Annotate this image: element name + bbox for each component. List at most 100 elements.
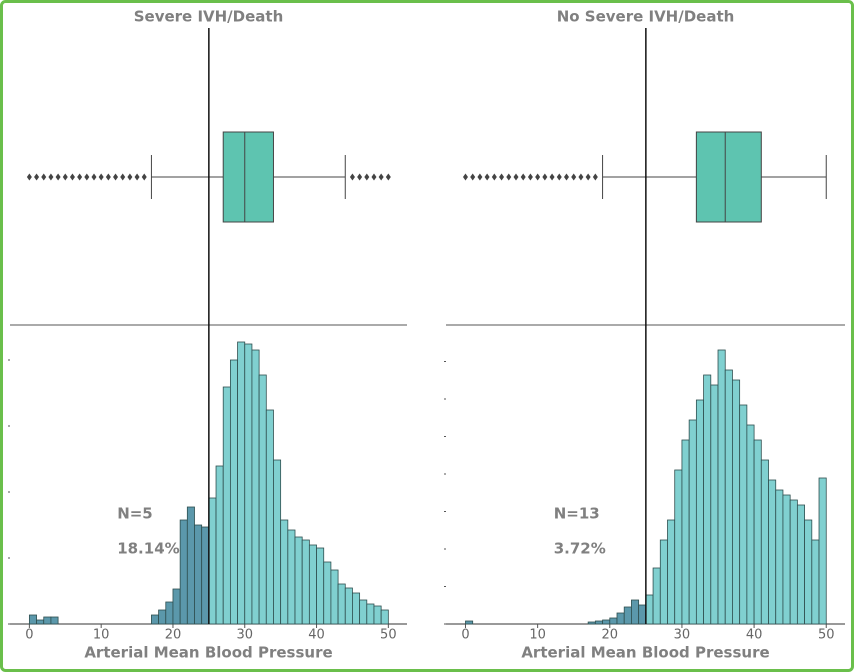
histogram-bar <box>724 369 733 625</box>
histogram-bar <box>194 524 203 625</box>
histogram-bar <box>659 539 668 625</box>
histogram-bar <box>201 526 210 625</box>
annotation: 3.72% <box>554 540 606 558</box>
x-tick-label: 40 <box>746 628 763 643</box>
box <box>695 131 762 223</box>
histogram-bar <box>151 614 160 625</box>
outlier <box>141 173 147 181</box>
outlier <box>98 173 104 181</box>
outlier <box>62 173 68 181</box>
outlier <box>357 173 363 181</box>
outlier <box>549 173 555 181</box>
histogram-bar <box>287 529 296 625</box>
histogram-bar <box>28 614 37 625</box>
histogram-bar <box>330 569 339 625</box>
panel-title: No Severe IVH/Death <box>557 8 735 26</box>
histogram-bar <box>158 609 167 625</box>
x-tick-label: 50 <box>380 628 397 643</box>
x-tick-label: 30 <box>236 628 253 643</box>
histogram-bar <box>215 465 224 625</box>
outlier <box>134 173 140 181</box>
histogram-bar <box>667 519 676 625</box>
histogram-bar <box>50 616 59 625</box>
histogram-bar <box>251 349 260 625</box>
histogram-bar <box>760 459 769 625</box>
histogram-bar <box>258 374 267 625</box>
histogram-bar <box>804 519 813 625</box>
outlier <box>48 173 54 181</box>
outlier <box>84 173 90 181</box>
outlier <box>105 173 111 181</box>
outlier <box>113 173 119 181</box>
x-tick-label: 50 <box>818 628 835 643</box>
outlier <box>592 173 598 181</box>
outlier <box>378 173 384 181</box>
histogram-bar <box>222 386 231 625</box>
histogram-bar <box>359 599 368 625</box>
x-axis-label: Arterial Mean Blood Pressure <box>84 644 332 662</box>
histogram-bar <box>681 439 690 625</box>
histogram-bar <box>373 605 382 625</box>
x-tick-label: 10 <box>529 628 546 643</box>
outlier <box>120 173 126 181</box>
histogram-bar <box>796 504 805 625</box>
histogram-bar <box>652 567 661 625</box>
histogram-bar <box>594 620 603 625</box>
outlier <box>578 173 584 181</box>
annotation: N=5 <box>117 505 153 523</box>
x-tick-label: 0 <box>461 628 469 643</box>
outlier <box>484 173 490 181</box>
x-tick-label: 40 <box>308 628 325 643</box>
outlier <box>542 173 548 181</box>
outlier <box>69 173 75 181</box>
histogram-bar <box>229 359 238 625</box>
histogram-bar <box>308 544 317 625</box>
outlier <box>506 173 512 181</box>
outlier <box>385 173 391 181</box>
histogram-bar <box>380 609 389 625</box>
histogram-bar <box>208 497 217 625</box>
histogram-bar <box>710 384 719 625</box>
histogram-bar <box>337 583 346 625</box>
histogram-bar <box>609 617 618 625</box>
outlier <box>513 173 519 181</box>
x-tick-label: 20 <box>602 628 619 643</box>
histogram-bar <box>344 587 353 625</box>
outlier <box>556 173 562 181</box>
histogram-bar <box>631 599 640 625</box>
histogram-bar <box>789 499 798 625</box>
histogram-bar <box>602 619 611 625</box>
histogram-bar <box>688 419 697 625</box>
histogram-bar <box>186 506 195 625</box>
histogram-bar <box>775 489 784 625</box>
histogram-bar <box>172 588 181 625</box>
histogram-bar <box>273 459 282 625</box>
histogram-bar <box>674 469 683 625</box>
histogram-bar <box>616 612 625 625</box>
outlier <box>563 173 569 181</box>
outlier <box>91 173 97 181</box>
outlier <box>520 173 526 181</box>
histogram-bar <box>645 594 654 625</box>
histogram-bar <box>43 616 52 625</box>
x-tick-label: 30 <box>674 628 691 643</box>
histogram-bar <box>753 439 762 625</box>
histogram-bar <box>587 621 596 625</box>
histogram-bar <box>244 343 253 625</box>
outlier <box>462 173 468 181</box>
histogram-bar <box>316 547 325 625</box>
x-axis-label: Arterial Mean Blood Pressure <box>521 644 769 662</box>
histogram-bar <box>811 539 820 625</box>
outlier <box>55 173 61 181</box>
outlier <box>26 173 32 181</box>
histogram-bar <box>465 620 474 625</box>
histogram-bar <box>352 592 361 625</box>
histogram-bar <box>746 424 755 625</box>
outlier <box>349 173 355 181</box>
histogram-bar <box>179 519 188 625</box>
x-tick-label: 20 <box>165 628 182 643</box>
x-tick-label: 10 <box>93 628 110 643</box>
histogram-bar <box>732 379 741 625</box>
